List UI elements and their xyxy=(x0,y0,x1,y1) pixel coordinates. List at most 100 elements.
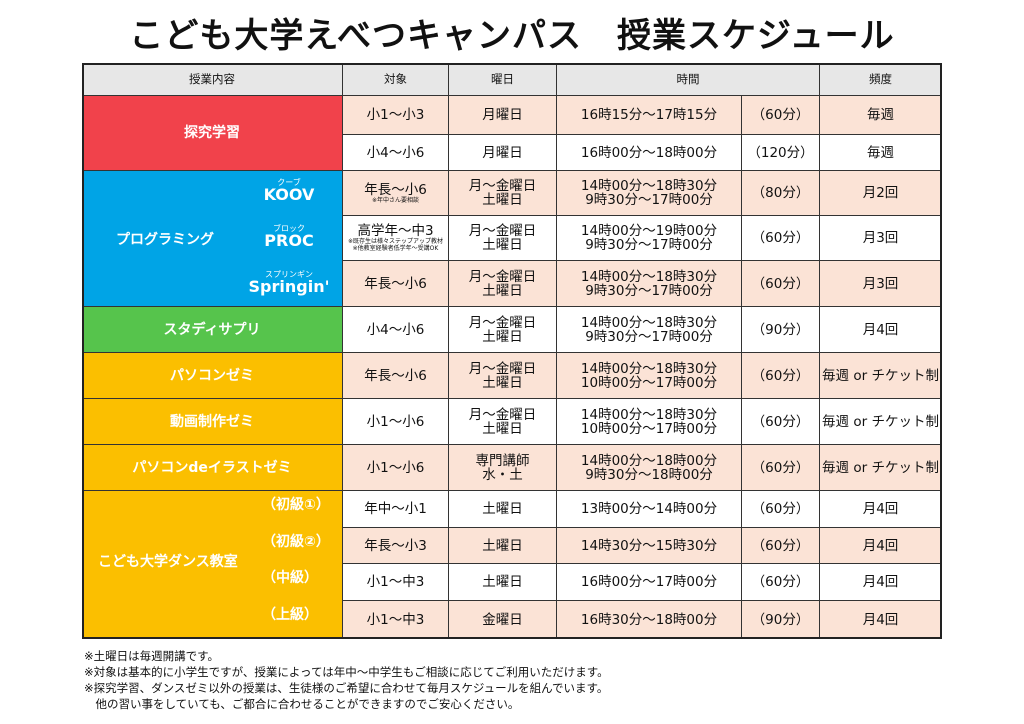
row-frequency: 月4回 xyxy=(820,601,942,639)
time-text: 14時30分～15時30分 xyxy=(580,537,718,554)
category-illust-zemi: パソコンdeイラストゼミ xyxy=(82,445,343,491)
page-title: こども大学えべつキャンパス 授業スケジュール xyxy=(129,16,895,56)
dance-level: （中級） xyxy=(262,570,318,586)
day-text: 月～金曜日 xyxy=(468,406,537,423)
day-text: 月～金曜日 xyxy=(468,223,537,239)
target-text: 年長～小6 xyxy=(364,367,427,384)
category-study-supple: スタディサプリ xyxy=(82,307,343,353)
row-time: 14時00分～18時30分 9時30分～17時00分 xyxy=(557,171,742,216)
row-frequency: 毎週 xyxy=(820,96,942,135)
category-programming: プログラミング クーブ KOOV ブロック PROC スプリンギン Springin' xyxy=(82,171,343,307)
row-duration: （90分） xyxy=(742,601,820,639)
row-time: 16時15分～17時15分 xyxy=(557,96,742,135)
time-text: 16時00分～17時00分 xyxy=(580,574,718,590)
day-text: 月曜日 xyxy=(482,107,523,123)
day-text: 土曜日 xyxy=(482,537,523,554)
target-text: 小4～小6 xyxy=(366,321,425,338)
category-pc-zemi: パソコンゼミ xyxy=(82,353,343,399)
row-day: 月～金曜日 土曜日 xyxy=(449,261,557,307)
row-day: 月曜日 xyxy=(449,135,557,171)
row-time: 16時00分～18時00分 xyxy=(557,135,742,171)
day-text: 専門講師 xyxy=(475,452,530,469)
dance-level: （初級②） xyxy=(262,534,330,550)
row-target: 高学年～中3 ※既存生は様々ステップアップ教材 ※他教室経験者低学年～受講OK xyxy=(343,216,449,261)
row-target: 小1～小6 xyxy=(343,445,449,491)
row-target: 小1～中3 xyxy=(343,564,449,601)
row-duration: （60分） xyxy=(742,216,820,261)
row-time: 16時00分～17時00分 xyxy=(557,564,742,601)
header-content: 授業内容 xyxy=(82,63,343,96)
row-time: 14時00分～18時30分 10時00分～17時00分 xyxy=(557,353,742,399)
row-day: 月～金曜日 土曜日 xyxy=(449,171,557,216)
row-day: 月～金曜日 土曜日 xyxy=(449,353,557,399)
row-frequency: 毎週 or チケット制 xyxy=(820,353,942,399)
day-text: 月～金曜日 xyxy=(468,178,537,194)
target-text: 年長～小3 xyxy=(364,537,427,554)
row-target: 年長～小3 xyxy=(343,528,449,564)
time-text: 14時00分～18時30分 xyxy=(580,406,718,423)
row-frequency: 月4回 xyxy=(820,491,942,528)
header-day: 曜日 xyxy=(449,63,557,96)
day-text: 月曜日 xyxy=(482,144,523,161)
row-day: 月～金曜日 土曜日 xyxy=(449,216,557,261)
row-duration: （60分） xyxy=(742,96,820,135)
row-time: 14時30分～15時30分 xyxy=(557,528,742,564)
time-text: 16時15分～17時15分 xyxy=(580,107,718,123)
row-day: 金曜日 xyxy=(449,601,557,639)
day-text: 土曜日 xyxy=(482,192,523,208)
target-text: 小1～小3 xyxy=(366,107,425,123)
row-target: 小4～小6 xyxy=(343,135,449,171)
time-text: 9時30分～17時00分 xyxy=(585,328,713,345)
time-text: 10時00分～17時00分 xyxy=(580,420,718,437)
category-douga-zemi: 動画制作ゼミ xyxy=(82,399,343,445)
note-line: ※土曜日は毎週開講です。 xyxy=(84,649,219,663)
row-duration: （80分） xyxy=(742,171,820,216)
day-text: 土曜日 xyxy=(482,574,523,590)
header-frequency: 頻度 xyxy=(820,63,942,96)
target-text: 高学年～中3 xyxy=(357,223,434,239)
time-text: 9時30分～17時00分 xyxy=(585,192,713,208)
row-target: 年長～小6 xyxy=(343,261,449,307)
row-day: 月～金曜日 土曜日 xyxy=(449,399,557,445)
time-text: 9時30分～17時00分 xyxy=(585,282,713,299)
header-time: 時間 xyxy=(557,63,820,96)
ruby-text: クーブ xyxy=(277,178,301,187)
row-target: 小1～中3 xyxy=(343,601,449,639)
row-time: 14時00分～18時00分 9時30分～18時00分 xyxy=(557,445,742,491)
target-note: ※年中さん要相談 xyxy=(371,196,420,204)
target-text: 小1～中3 xyxy=(366,574,425,590)
day-text: 土曜日 xyxy=(482,282,523,299)
day-text: 土曜日 xyxy=(482,328,523,345)
ruby-text: ブロック xyxy=(273,224,305,233)
row-frequency: 毎週 or チケット制 xyxy=(820,445,942,491)
row-time: 14時00分～18時30分 9時30分～17時00分 xyxy=(557,261,742,307)
time-text: 16時00分～18時00分 xyxy=(580,144,718,161)
target-text: 小4～小6 xyxy=(366,144,425,161)
day-text: 月～金曜日 xyxy=(468,360,537,377)
day-text: 土曜日 xyxy=(482,501,523,517)
time-text: 10時00分～17時00分 xyxy=(580,374,718,391)
row-day: 月曜日 xyxy=(449,96,557,135)
time-text: 14時00分～18時30分 xyxy=(580,268,718,285)
time-text: 14時00分～18時00分 xyxy=(580,452,718,469)
row-target: 年長～小6 xyxy=(343,353,449,399)
row-frequency: 月3回 xyxy=(820,261,942,307)
row-time: 16時30分～18時00分 xyxy=(557,601,742,639)
dance-label: こども大学ダンス教室 xyxy=(98,554,238,570)
row-time: 13時00分～14時00分 xyxy=(557,491,742,528)
programming-label: プログラミング xyxy=(116,232,214,248)
row-duration: （60分） xyxy=(742,564,820,601)
time-text: 16時30分～18時00分 xyxy=(580,611,718,628)
row-target: 年長～小6 ※年中さん要相談 xyxy=(343,171,449,216)
category-dance: こども大学ダンス教室 （初級①） （初級②） （中級） （上級） xyxy=(82,491,343,639)
row-duration: （90分） xyxy=(742,307,820,353)
target-text: 小1～中3 xyxy=(366,611,425,628)
header-target: 対象 xyxy=(343,63,449,96)
day-text: 土曜日 xyxy=(482,237,523,253)
note-line: ※対象は基本的に小学生ですが、授業によっては年中～中学生もご相談に応じてご利用い… xyxy=(84,665,609,679)
programming-sub-proc: ブロック PROC xyxy=(244,224,334,249)
row-target: 年中～小1 xyxy=(343,491,449,528)
day-text: 月～金曜日 xyxy=(468,314,537,331)
row-duration: （60分） xyxy=(742,261,820,307)
day-text: 土曜日 xyxy=(482,420,523,437)
